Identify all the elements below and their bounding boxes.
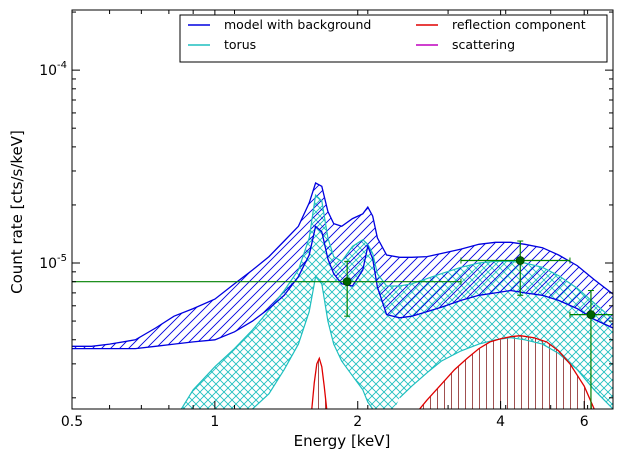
reflection-line: [419, 335, 595, 409]
x-tick-label-3: 4: [496, 414, 505, 430]
uncertainty-bands: [72, 183, 613, 409]
x-tick-label-2: 2: [353, 414, 362, 430]
legend-label-3: scattering: [452, 37, 515, 52]
axis-ticks: 0.5 1 2 4 6 10-5 10-4: [39, 10, 613, 430]
x-axis-label: Energy [keV]: [294, 432, 391, 450]
legend-label-0: model with background: [224, 17, 371, 32]
x-tick-label-4: 6: [580, 414, 589, 430]
y-tick-label-0: 10-5: [39, 253, 67, 272]
data-point-0: [342, 277, 352, 287]
x-tick-label-1: 1: [210, 414, 219, 430]
legend: model with background torus reflection com…: [179, 14, 608, 63]
x-tick-label-0: 0.5: [61, 414, 83, 430]
data-point-1: [515, 256, 525, 265]
reflection-band-fill: [419, 335, 595, 409]
model-band-fill: [72, 183, 613, 349]
plot-area: [72, 182, 613, 409]
data-point-2: [586, 310, 596, 320]
reflection-peak-fill: [311, 358, 327, 409]
legend-label-2: reflection component: [452, 17, 586, 32]
y-tick-label-1: 10-4: [39, 60, 67, 79]
legend-label-1: torus: [224, 37, 256, 52]
legend-frame: [179, 14, 608, 63]
reflection-peak-line: [311, 356, 328, 409]
axes-frame: [71, 9, 614, 410]
data-points: [72, 240, 613, 409]
y-axis-label: Count rate [cts/s/keV]: [8, 130, 26, 294]
model-lower-line: [72, 225, 613, 350]
model-upper-line: [72, 182, 613, 347]
